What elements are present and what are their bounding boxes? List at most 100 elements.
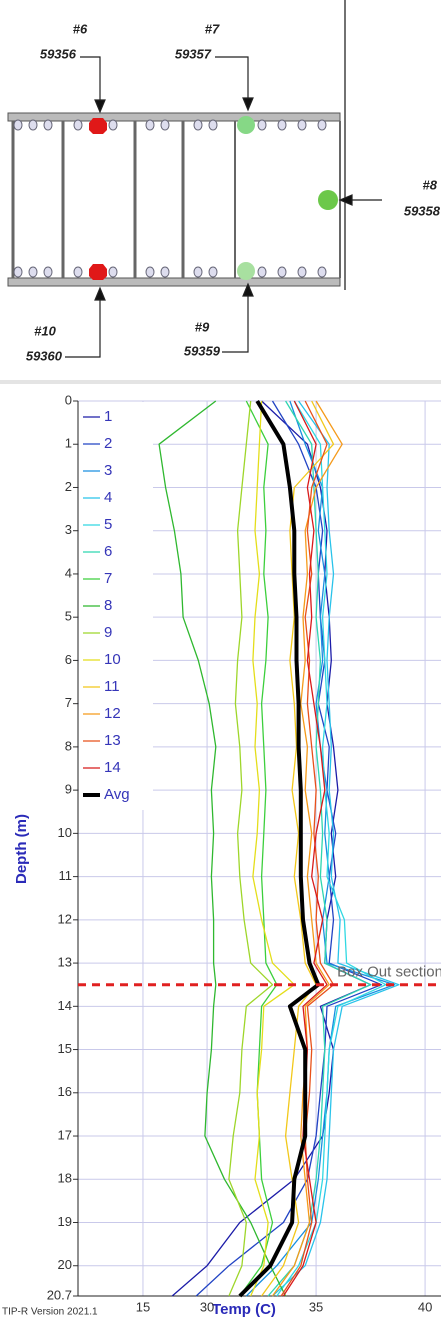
- x-tick-label: 40: [418, 1299, 432, 1314]
- bolt: [108, 266, 118, 278]
- legend-label: 8: [104, 597, 112, 614]
- series-line: [239, 400, 278, 1297]
- legend-label: 5: [104, 516, 112, 533]
- legend-label: 4: [104, 489, 112, 506]
- bolt: [193, 119, 203, 131]
- bolt: [73, 119, 83, 131]
- y-tick-label: 0: [65, 392, 72, 407]
- series-line: [272, 400, 400, 1297]
- y-tick-label: 3: [65, 522, 72, 537]
- bolt: [73, 266, 83, 278]
- legend-label: Avg: [104, 786, 130, 803]
- series-line: [261, 400, 335, 1297]
- y-tick-label: 9: [65, 782, 72, 797]
- y-tick-label: 6: [65, 652, 72, 667]
- y-tick-label: 17: [58, 1127, 72, 1142]
- sensor-10: [89, 264, 107, 280]
- sensor-id: #7: [205, 21, 220, 36]
- bolt: [43, 266, 53, 278]
- y-tick-label: 12: [58, 911, 72, 926]
- bolt: [297, 119, 307, 131]
- y-tick-label: 10: [58, 825, 72, 840]
- sensor-id: #6: [73, 21, 88, 36]
- series-line: [245, 400, 396, 1297]
- series-line: [276, 400, 387, 1297]
- x-tick-label: 15: [136, 1299, 150, 1314]
- legend-label: 10: [104, 651, 121, 668]
- legend-label: 1: [104, 408, 112, 425]
- bolt: [257, 266, 267, 278]
- series-line: [280, 400, 335, 1297]
- sensor-id: #9: [195, 319, 210, 334]
- sensor-serial: 59360: [26, 348, 63, 363]
- legend-label: 2: [104, 435, 112, 452]
- sensor-serial: 59356: [40, 46, 77, 61]
- legend-label: 12: [104, 705, 121, 722]
- sensor-id: #8: [423, 177, 438, 192]
- x-axis-label: Temp (C): [212, 1301, 276, 1318]
- series-line: [238, 399, 321, 1298]
- sensor-8: [318, 190, 338, 210]
- bolt: [277, 266, 287, 278]
- bolt: [277, 119, 287, 131]
- y-tick-label: 16: [58, 1084, 72, 1099]
- sensor-6: [89, 118, 107, 134]
- bolt: [13, 266, 23, 278]
- chart: Depth (m) Temp (C) TIP-R Version 2021.1 …: [0, 380, 441, 1318]
- series-line: [250, 400, 295, 1297]
- y-tick-label: 4: [65, 565, 72, 580]
- y-tick-label: 1: [65, 436, 72, 451]
- legend-label: 3: [104, 462, 112, 479]
- sensor-7: [237, 116, 255, 134]
- bolt: [208, 119, 218, 131]
- y-tick-label: 13: [58, 955, 72, 970]
- y-tick-label: 11: [59, 868, 73, 883]
- bolt: [13, 119, 23, 131]
- bolts: [13, 119, 327, 278]
- series-line: [228, 400, 274, 1297]
- bolt: [28, 266, 38, 278]
- y-tick-label: 20: [58, 1257, 72, 1272]
- bolt: [28, 119, 38, 131]
- y-tick-label: 18: [58, 1171, 72, 1186]
- series-line: [158, 400, 287, 1297]
- bolt: [160, 266, 170, 278]
- y-tick-label: 19: [58, 1214, 72, 1229]
- bolt: [108, 119, 118, 131]
- bolt: [208, 266, 218, 278]
- bolt: [317, 119, 327, 131]
- legend-label: 7: [104, 570, 112, 587]
- legend-label: 11: [104, 678, 120, 695]
- y-tick-label: 7: [65, 695, 72, 710]
- y-axis-label: Depth (m): [13, 814, 30, 884]
- footer: TIP-R Version 2021.1: [2, 1307, 98, 1318]
- y-tick-label: 2: [65, 479, 72, 494]
- y-tick-label: 5: [65, 609, 72, 624]
- frame: [7, 0, 346, 290]
- y-tick-label: 8: [65, 738, 72, 753]
- sensor-serial: 59357: [175, 46, 212, 61]
- bolt: [317, 266, 327, 278]
- sensor-diagram: #6 59356 #7 59357 #8 59358 #10 59360 #9 …: [7, 0, 441, 363]
- y-tick-label: 14: [58, 998, 72, 1013]
- bolt: [297, 266, 307, 278]
- bolt: [160, 119, 170, 131]
- sensor-9: [237, 262, 255, 280]
- series-line: [171, 400, 372, 1297]
- bolt: [145, 266, 155, 278]
- sensor-id: #10: [34, 323, 56, 338]
- sensor-serial: 59358: [404, 203, 441, 218]
- bolt: [193, 266, 203, 278]
- bolt: [145, 119, 155, 131]
- y-tick-label: 15: [58, 1041, 72, 1056]
- legend-label: 6: [104, 543, 112, 560]
- legend-label: 13: [104, 732, 121, 749]
- series-line: [267, 400, 372, 1297]
- bolt: [43, 119, 53, 131]
- sensor-serial: 59359: [184, 343, 221, 358]
- bolt: [257, 119, 267, 131]
- arrows: [65, 56, 382, 358]
- x-tick-label: 30: [200, 1299, 214, 1314]
- series-line: [282, 400, 328, 1297]
